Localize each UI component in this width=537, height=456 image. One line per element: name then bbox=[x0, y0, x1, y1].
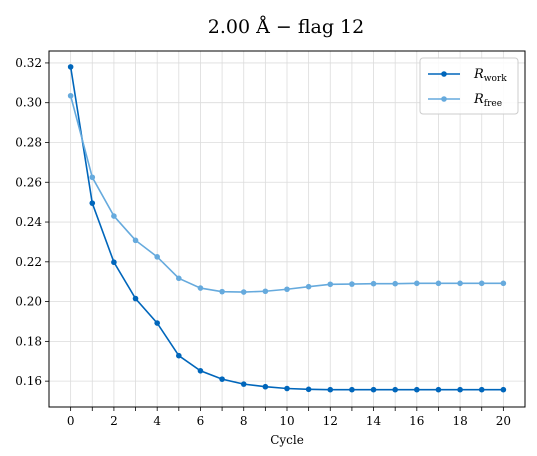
data-point-work bbox=[154, 320, 160, 326]
data-point-free bbox=[154, 254, 160, 260]
chart-title: 2.00 Å − flag 12 bbox=[208, 16, 364, 38]
data-point-free bbox=[349, 281, 355, 287]
data-point-work bbox=[349, 386, 355, 393]
data-point-free bbox=[262, 288, 269, 295]
legend-label-work: Rwork bbox=[473, 67, 507, 84]
data-point-work bbox=[262, 383, 269, 390]
x-tick-label: 14 bbox=[366, 414, 382, 428]
y-tick-label: 0.16 bbox=[15, 374, 42, 388]
data-point-work bbox=[89, 200, 96, 206]
data-point-work bbox=[500, 386, 507, 393]
y-tick-label: 0.22 bbox=[15, 255, 42, 269]
y-tick-label: 0.24 bbox=[15, 215, 42, 229]
data-point-free bbox=[457, 280, 463, 287]
legend: Rwork Rfree bbox=[419, 57, 519, 115]
data-point-work bbox=[305, 386, 312, 393]
data-point-free bbox=[284, 286, 290, 293]
data-point-work bbox=[327, 386, 334, 393]
data-point-free bbox=[111, 213, 117, 219]
y-axis: 0.16 0.18 0.20 0.22 0.24 0.26 0.28 0.30 0.32 bbox=[15, 56, 49, 388]
y-tick-label: 0.30 bbox=[15, 96, 42, 110]
x-tick-label: 0 bbox=[67, 414, 75, 428]
data-point-free bbox=[219, 288, 225, 295]
data-point-work bbox=[111, 259, 117, 266]
x-tick-label: 6 bbox=[197, 414, 205, 428]
data-point-work bbox=[457, 386, 463, 393]
data-point-work bbox=[478, 386, 485, 393]
data-point-free bbox=[132, 237, 139, 244]
legend-marker-free bbox=[441, 96, 447, 102]
data-point-work bbox=[197, 368, 204, 374]
x-tick-label: 16 bbox=[409, 414, 424, 428]
data-point-free bbox=[414, 280, 420, 287]
x-tick-label: 8 bbox=[240, 414, 248, 428]
y-tick-label: 0.18 bbox=[15, 334, 42, 348]
x-axis-label: Cycle bbox=[270, 433, 304, 447]
legend-marker-work bbox=[441, 71, 447, 77]
data-point-work bbox=[414, 386, 420, 393]
y-tick-label: 0.26 bbox=[15, 175, 42, 189]
data-point-free bbox=[240, 289, 247, 295]
data-point-free bbox=[478, 280, 485, 287]
legend-label-free: Rfree bbox=[473, 92, 502, 109]
data-point-work bbox=[132, 295, 139, 302]
data-point-free bbox=[435, 280, 442, 287]
data-point-work bbox=[370, 386, 377, 393]
data-point-free bbox=[176, 275, 182, 282]
data-point-free bbox=[197, 285, 204, 291]
y-tick-label: 0.32 bbox=[15, 56, 42, 70]
x-tick-label: 4 bbox=[153, 414, 161, 428]
data-point-work bbox=[67, 64, 74, 70]
x-tick-label: 12 bbox=[323, 414, 338, 428]
data-point-work bbox=[176, 352, 182, 359]
data-point-work bbox=[219, 376, 225, 382]
y-tick-label: 0.20 bbox=[15, 295, 42, 309]
legend-box bbox=[419, 57, 519, 115]
data-point-work bbox=[435, 386, 442, 393]
x-axis: 0 2 4 6 8 10 12 14 16 18 20 bbox=[67, 407, 511, 428]
data-point-free bbox=[392, 280, 398, 287]
data-point-free bbox=[305, 283, 312, 290]
series-layer bbox=[67, 64, 507, 393]
data-point-free bbox=[370, 280, 377, 287]
data-point-free bbox=[89, 174, 96, 181]
y-tick-label: 0.28 bbox=[15, 135, 42, 149]
data-point-free bbox=[500, 280, 507, 287]
x-tick-label: 20 bbox=[496, 414, 511, 428]
x-tick-label: 10 bbox=[279, 414, 294, 428]
data-point-work bbox=[392, 386, 398, 393]
data-point-work bbox=[284, 385, 290, 392]
x-tick-label: 18 bbox=[452, 414, 467, 428]
x-tick-label: 2 bbox=[110, 414, 118, 428]
data-point-free bbox=[327, 281, 334, 288]
data-point-free bbox=[67, 92, 74, 99]
data-point-work bbox=[240, 381, 247, 387]
